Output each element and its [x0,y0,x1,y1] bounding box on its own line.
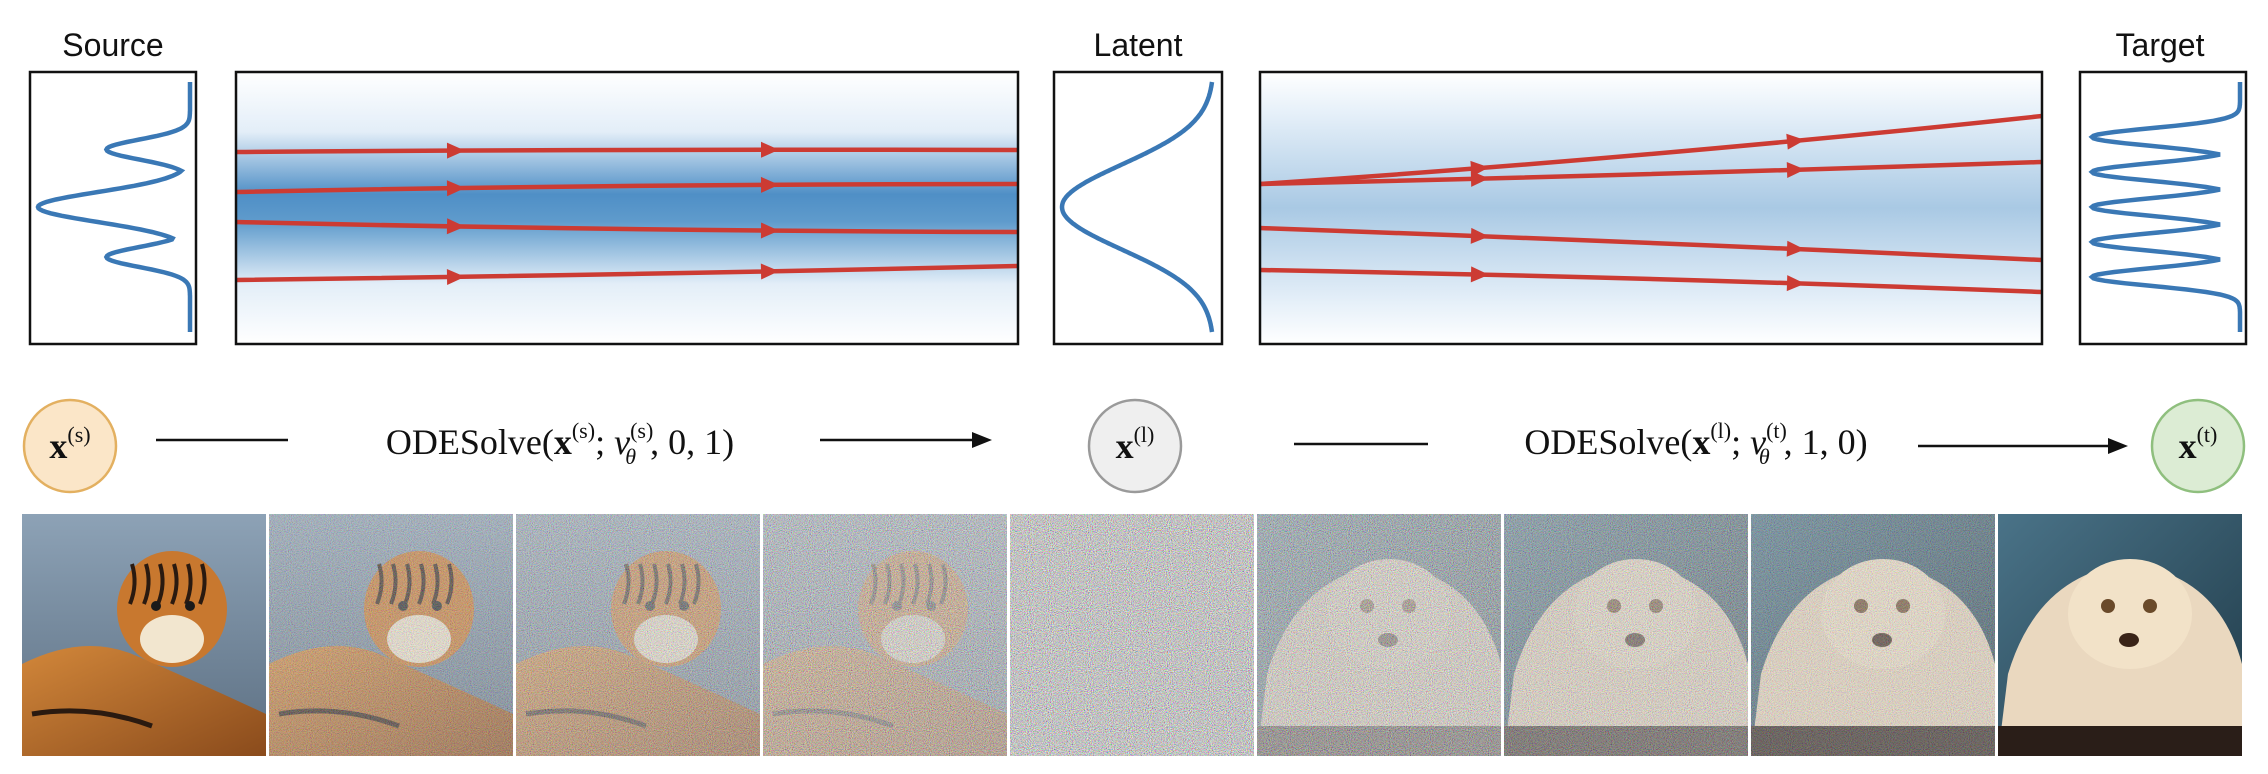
latent-title: Latent [1094,27,1183,63]
forward-flow-field [234,70,1020,346]
image-strip [22,514,2242,756]
trajectory-arrowhead [1786,275,1805,292]
trajectory-arrowhead [1470,170,1489,187]
strip-image [516,514,760,756]
source-node-symbol: x [49,426,67,466]
latent-density-panel [1052,70,1224,346]
trajectory-arrowhead [1470,266,1489,283]
strip-image [269,514,513,756]
reverse-arrowhead [2108,438,2128,454]
trajectory-line [1259,225,2043,263]
trajectory-line [1259,159,2043,187]
strip-image [1504,514,1748,756]
trajectory-arrowhead [1786,240,1805,257]
trajectory-line [235,147,1019,155]
reverse-ode-label: ODESolve(x(l); v(t) θ, 1, 0) [1524,418,1867,469]
strip-image [1998,514,2242,756]
latent-node-superscript: (l) [1134,422,1155,447]
forward-arrowhead [972,432,992,448]
trajectory-arrowhead [760,222,779,239]
strip-image [763,514,1007,756]
strip-image [1010,514,1254,756]
target-node: x(t) [2150,398,2246,494]
trajectory-line [235,181,1019,195]
source-node: x(s) [22,398,118,494]
trajectory-arrowhead [446,180,465,197]
strip-image [1751,514,1995,756]
strip-image [1257,514,1501,756]
trajectory-line [235,219,1019,235]
target-title: Target [2116,27,2205,63]
svg-text:x(t): x(t) [2179,422,2218,466]
target-density-curve [2088,82,2243,332]
trajectory-arrowhead [760,176,779,193]
target-node-superscript: (t) [2197,422,2218,447]
trajectory-arrowhead [446,269,465,286]
source-density-panel [28,70,198,346]
forward-ode-label: ODESolve(x(s); v(s) θ, 0, 1) [386,418,734,469]
reverse-flow-field [1258,70,2044,346]
trajectory-arrowhead [1786,133,1805,150]
trajectory-arrowhead [446,142,465,159]
trajectory-arrowhead [446,218,465,235]
target-density-panel [2078,70,2248,346]
trajectory-line [1259,267,2043,295]
trajectory-arrowhead [760,141,779,158]
target-node-symbol: x [2179,426,2197,466]
source-node-superscript: (s) [67,422,90,447]
trajectory-line [1259,113,2043,187]
trajectory-line [235,263,1019,283]
latent-node: x(l) [1087,398,1183,494]
svg-text:x(l): x(l) [1116,422,1155,466]
trajectory-arrowhead [1470,227,1489,244]
latent-node-symbol: x [1116,426,1134,466]
strip-image [22,514,266,756]
trajectory-arrowhead [1786,162,1805,179]
trajectory-arrowhead [760,263,779,280]
source-title: Source [62,27,163,63]
svg-text:x(s): x(s) [49,422,90,466]
latent-density-curve [1059,81,1215,333]
source-density-curve [35,82,193,332]
